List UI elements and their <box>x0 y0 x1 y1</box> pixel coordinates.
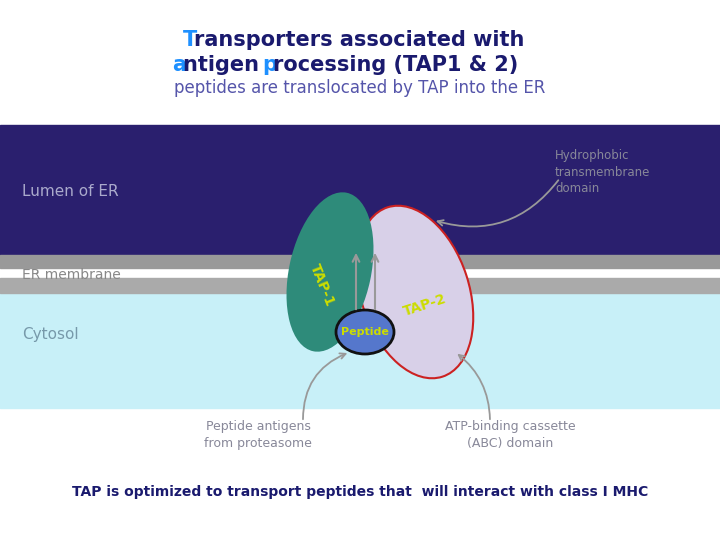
Text: TAP-1: TAP-1 <box>307 262 337 308</box>
Text: p: p <box>262 55 277 75</box>
Text: TAP is optimized to transport peptides that  will interact with class I MHC: TAP is optimized to transport peptides t… <box>72 485 648 499</box>
Ellipse shape <box>287 192 374 352</box>
Bar <box>0 293 720 408</box>
Ellipse shape <box>336 310 394 354</box>
Bar <box>0 125 720 258</box>
Bar <box>0 278 720 293</box>
Text: ntigen: ntigen <box>183 55 266 75</box>
Text: rocessing (TAP1 & 2): rocessing (TAP1 & 2) <box>273 55 518 75</box>
Ellipse shape <box>356 206 473 379</box>
Text: T: T <box>183 30 197 50</box>
Text: TAP-2: TAP-2 <box>402 292 449 319</box>
Text: peptides are translocated by TAP into the ER: peptides are translocated by TAP into th… <box>174 79 546 97</box>
Text: a: a <box>172 55 186 75</box>
Text: Hydrophobic
transmembrane
domain: Hydrophobic transmembrane domain <box>555 148 650 195</box>
Text: ER membrane: ER membrane <box>22 268 121 282</box>
Bar <box>0 255 720 268</box>
Text: Peptide antigens
from proteasome: Peptide antigens from proteasome <box>204 420 312 450</box>
Text: Lumen of ER: Lumen of ER <box>22 185 119 199</box>
Text: Cytosol: Cytosol <box>22 327 78 342</box>
Text: ATP-binding cassette
(ABC) domain: ATP-binding cassette (ABC) domain <box>445 420 575 450</box>
Text: ransporters associated with: ransporters associated with <box>194 30 524 50</box>
Text: Peptide: Peptide <box>341 327 389 337</box>
